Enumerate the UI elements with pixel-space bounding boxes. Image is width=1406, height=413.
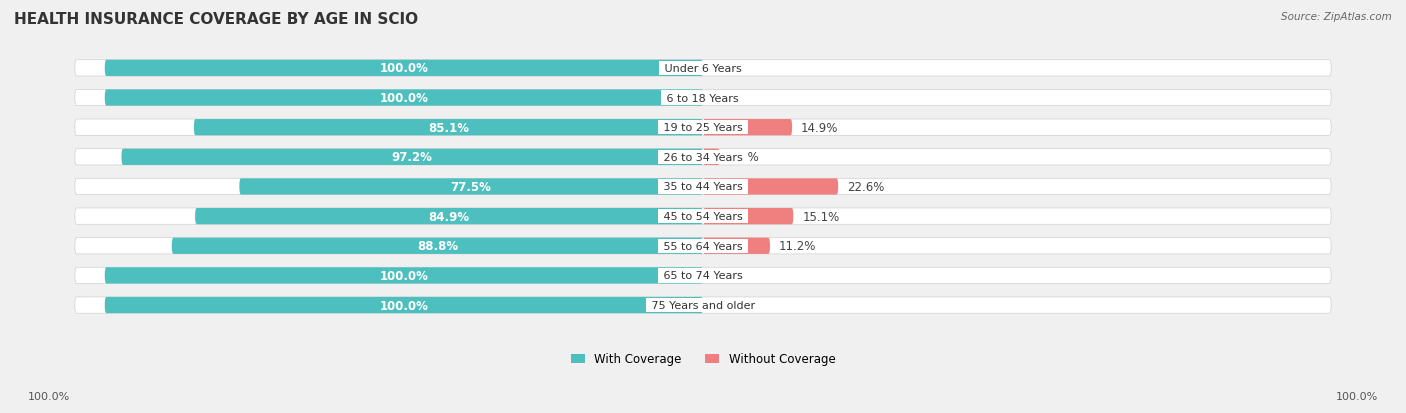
Text: 100.0%: 100.0% bbox=[380, 62, 429, 75]
Text: 65 to 74 Years: 65 to 74 Years bbox=[659, 271, 747, 281]
Text: 14.9%: 14.9% bbox=[801, 121, 838, 134]
Text: 0.0%: 0.0% bbox=[716, 62, 745, 75]
Text: 84.9%: 84.9% bbox=[429, 210, 470, 223]
FancyBboxPatch shape bbox=[703, 150, 720, 166]
FancyBboxPatch shape bbox=[75, 61, 1331, 77]
FancyBboxPatch shape bbox=[75, 297, 1331, 313]
Text: 0.0%: 0.0% bbox=[716, 92, 745, 105]
FancyBboxPatch shape bbox=[75, 150, 1331, 166]
Text: 45 to 54 Years: 45 to 54 Years bbox=[659, 211, 747, 222]
FancyBboxPatch shape bbox=[703, 209, 793, 225]
Text: 75 Years and older: 75 Years and older bbox=[648, 300, 758, 310]
Text: 97.2%: 97.2% bbox=[392, 151, 433, 164]
Text: 2.8%: 2.8% bbox=[728, 151, 758, 164]
FancyBboxPatch shape bbox=[703, 238, 770, 254]
Text: 100.0%: 100.0% bbox=[380, 269, 429, 282]
Text: 22.6%: 22.6% bbox=[848, 180, 884, 194]
Text: 55 to 64 Years: 55 to 64 Years bbox=[659, 241, 747, 251]
Text: 0.0%: 0.0% bbox=[716, 299, 745, 312]
FancyBboxPatch shape bbox=[195, 209, 703, 225]
Text: 15.1%: 15.1% bbox=[803, 210, 839, 223]
FancyBboxPatch shape bbox=[104, 268, 703, 284]
Text: Under 6 Years: Under 6 Years bbox=[661, 64, 745, 74]
Text: 35 to 44 Years: 35 to 44 Years bbox=[659, 182, 747, 192]
Text: 19 to 25 Years: 19 to 25 Years bbox=[659, 123, 747, 133]
FancyBboxPatch shape bbox=[703, 179, 838, 195]
Text: 0.0%: 0.0% bbox=[716, 269, 745, 282]
Text: 85.1%: 85.1% bbox=[427, 121, 470, 134]
FancyBboxPatch shape bbox=[104, 61, 703, 77]
FancyBboxPatch shape bbox=[172, 238, 703, 254]
Text: 100.0%: 100.0% bbox=[380, 92, 429, 105]
FancyBboxPatch shape bbox=[75, 268, 1331, 284]
Text: Source: ZipAtlas.com: Source: ZipAtlas.com bbox=[1281, 12, 1392, 22]
FancyBboxPatch shape bbox=[75, 238, 1331, 254]
Text: 77.5%: 77.5% bbox=[451, 180, 492, 194]
FancyBboxPatch shape bbox=[703, 120, 792, 136]
FancyBboxPatch shape bbox=[75, 90, 1331, 107]
FancyBboxPatch shape bbox=[239, 179, 703, 195]
FancyBboxPatch shape bbox=[75, 179, 1331, 195]
Text: 100.0%: 100.0% bbox=[28, 391, 70, 401]
Text: 100.0%: 100.0% bbox=[1336, 391, 1378, 401]
Legend: With Coverage, Without Coverage: With Coverage, Without Coverage bbox=[565, 348, 841, 370]
FancyBboxPatch shape bbox=[104, 90, 703, 107]
Text: 6 to 18 Years: 6 to 18 Years bbox=[664, 93, 742, 103]
FancyBboxPatch shape bbox=[104, 297, 703, 313]
Text: 88.8%: 88.8% bbox=[416, 240, 458, 253]
Text: 100.0%: 100.0% bbox=[380, 299, 429, 312]
FancyBboxPatch shape bbox=[75, 209, 1331, 225]
Text: HEALTH INSURANCE COVERAGE BY AGE IN SCIO: HEALTH INSURANCE COVERAGE BY AGE IN SCIO bbox=[14, 12, 418, 27]
FancyBboxPatch shape bbox=[194, 120, 703, 136]
FancyBboxPatch shape bbox=[121, 150, 703, 166]
Text: 11.2%: 11.2% bbox=[779, 240, 817, 253]
Text: 26 to 34 Years: 26 to 34 Years bbox=[659, 152, 747, 162]
FancyBboxPatch shape bbox=[75, 120, 1331, 136]
